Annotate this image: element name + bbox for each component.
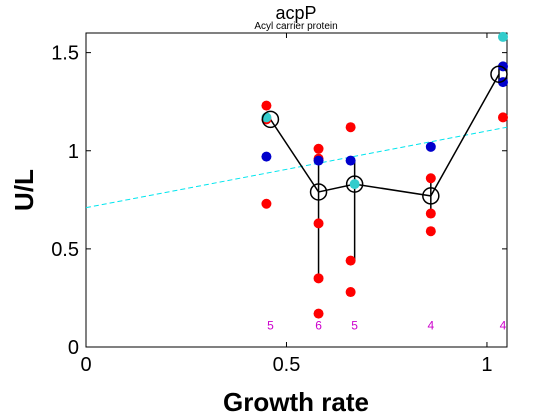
red-point-7 [313, 308, 324, 319]
count-label-1: 6 [315, 318, 322, 332]
x-tick-label-0: 0 [80, 354, 91, 376]
red-point-0 [261, 100, 272, 111]
mean-marker-1 [309, 183, 328, 201]
count-label-4: 4 [500, 318, 507, 332]
red-point-9 [345, 255, 356, 266]
mean-marker-4 [490, 65, 508, 83]
mean-marker-0 [261, 110, 280, 129]
blue-point-0 [261, 151, 272, 162]
blue-point-3 [425, 141, 436, 152]
x-tick-label-2: 1 [481, 354, 492, 376]
x-axis-ticks: 0 0.5 1 [80, 33, 493, 376]
y-axis-label: U/L [9, 169, 39, 211]
y-axis-ticks: 0 0.5 1 1.5 [51, 43, 507, 359]
mean-line [269, 73, 500, 197]
count-label-2: 5 [351, 318, 358, 332]
y-tick-label-0: 0 [68, 337, 79, 359]
count-label-3: 4 [427, 318, 434, 332]
mean-marker-2 [345, 175, 364, 193]
y-tick-label-3: 1.5 [51, 43, 79, 65]
count-label-0: 5 [267, 318, 274, 332]
mean-markers-layer [261, 65, 508, 205]
points-layer [261, 31, 508, 319]
y-tick-label-1: 0.5 [51, 239, 79, 261]
cyan-point-2 [497, 31, 508, 42]
chart-subtitle: Acyl carrier protein [254, 21, 337, 32]
red-point-2 [261, 198, 272, 209]
red-point-8 [345, 122, 356, 133]
plot-area [85, 32, 508, 348]
fit-line [85, 126, 508, 209]
red-point-14 [497, 112, 508, 123]
mean-line-layer [269, 73, 500, 197]
mean-marker-3 [422, 187, 440, 205]
fit-line-layer [85, 126, 508, 209]
cyan-point-1 [349, 179, 360, 190]
red-point-6 [313, 273, 324, 284]
chart-title: acpP [275, 3, 316, 23]
x-tick-label-1: 0.5 [273, 354, 301, 376]
red-point-5 [313, 218, 324, 229]
blue-point-1 [313, 155, 324, 166]
red-point-10 [345, 287, 356, 298]
red-point-12 [425, 208, 436, 219]
x-axis-label: Growth rate [223, 387, 369, 417]
count-labels-layer: 5 6 5 4 4 [267, 318, 507, 332]
blue-point-2 [345, 155, 356, 166]
red-point-11 [425, 173, 436, 184]
red-point-13 [425, 226, 436, 237]
error-bars-layer [317, 68, 500, 279]
y-tick-label-2: 1 [68, 141, 79, 163]
red-point-3 [313, 143, 324, 154]
